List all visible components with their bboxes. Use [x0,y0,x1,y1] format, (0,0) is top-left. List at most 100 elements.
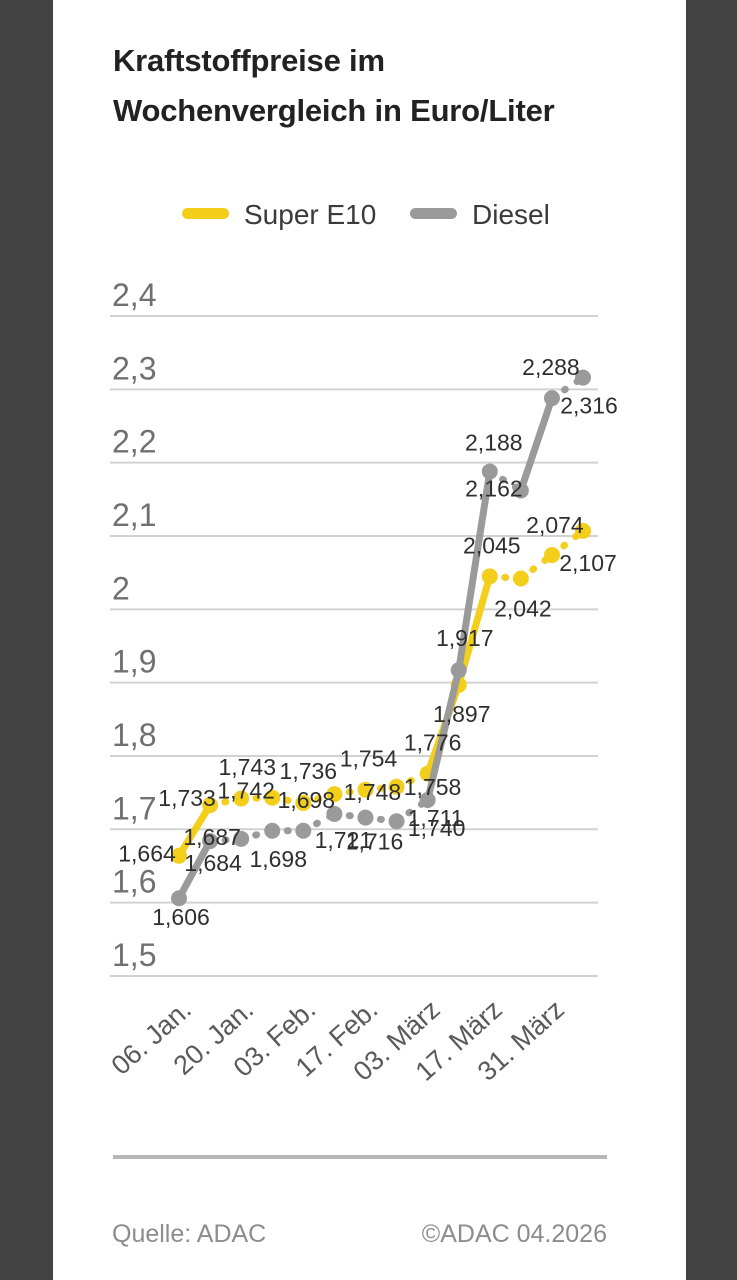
series-segment-super-e10 [548,527,587,559]
y-tick-label: 2,3 [112,350,156,386]
data-point-super-e10 [233,790,250,807]
x-tick-label: 31. März [472,994,570,1087]
data-label-super-e10: 2,074 [526,512,584,538]
right-dark-bar [686,0,737,1280]
data-label-super-e10: 1,736 [280,758,338,784]
x-tick-label: 03. Feb. [228,994,322,1083]
data-label-super-e10: 2,042 [494,596,552,622]
data-point-diesel [326,805,343,822]
y-tick-label: 1,6 [112,864,156,900]
chart-title-line1: Kraftstoffpreise im [113,43,385,78]
data-label-diesel: 1,716 [346,829,404,855]
data-point-super-e10 [388,778,405,795]
series-segment-super-e10 [361,783,401,794]
data-point-diesel [419,791,436,808]
series-segment-super-e10 [455,572,494,689]
data-label-diesel: 1,698 [278,787,336,813]
series-segment-diesel [393,796,432,825]
data-label-super-e10: 1,754 [340,746,398,772]
y-tick-label: 2,4 [112,277,156,313]
series-segment-super-e10 [517,551,556,583]
series-segment-super-e10 [299,790,338,807]
series-segment-diesel [175,837,214,902]
data-label-diesel: 1,740 [408,815,466,841]
data-label-diesel: 1,687 [183,824,241,850]
series-segment-diesel [424,666,463,804]
data-label-diesel: 1,684 [184,850,242,876]
data-point-super-e10 [264,789,281,806]
data-point-super-e10 [481,568,498,585]
data-point-super-e10 [450,676,467,693]
data-point-diesel [264,822,281,839]
series-segment-super-e10 [268,794,307,807]
series-segment-super-e10 [206,795,245,809]
y-tick-label: 2,2 [112,424,156,460]
footer-separator [113,1155,607,1159]
data-label-super-e10: 1,664 [118,841,176,867]
data-label-super-e10: 2,045 [463,532,521,558]
data-point-diesel [233,830,250,847]
series-segment-super-e10 [175,801,214,860]
data-point-diesel [481,463,498,480]
data-label-diesel: 1,606 [152,904,210,930]
y-tick-label: 2,1 [112,497,156,533]
y-tick-label: 1,9 [112,644,156,680]
data-point-super-e10 [575,522,592,539]
series-segment-diesel [237,827,276,843]
data-point-diesel [202,833,219,850]
left-dark-bar [0,0,53,1280]
series-segment-diesel [517,394,556,495]
legend-swatch-diesel [410,208,457,219]
chart-title: Kraftstoffpreise im Wochenvergleich in E… [113,36,653,136]
chart-card: Kraftstoffpreise im Wochenvergleich in E… [53,0,686,1280]
data-point-super-e10 [543,547,560,564]
x-tick-label: 03. März [348,994,446,1087]
data-label-super-e10: 1,743 [218,754,276,780]
data-label-super-e10: 2,107 [559,550,617,576]
data-point-diesel [388,813,405,830]
data-point-diesel [543,390,560,407]
data-label-diesel: 1,698 [249,846,307,872]
line-chart-plot: 2,4 2,3 2,2 2,1 2 1,9 1,8 1,7 1,6 1,5 06. Jan.20. … [106,277,618,1087]
data-label-diesel: 2,316 [560,393,618,419]
series-segment-diesel [548,374,587,402]
data-point-diesel [357,809,374,826]
data-point-super-e10 [295,794,312,811]
series-segment-super-e10 [330,786,369,798]
x-tick-label: 17. Feb. [290,994,384,1083]
y-tick-label: 1,7 [112,790,156,826]
x-tick-label: 17. März [410,994,508,1087]
chart-title-line2: Wochenvergleich in Euro/Liter [113,93,555,128]
data-label-diesel: 1,917 [436,625,494,651]
series-segment-diesel [361,814,401,825]
series-segment-diesel [206,835,245,845]
data-point-super-e10 [326,786,343,803]
data-point-diesel [295,822,312,839]
data-point-super-e10 [419,765,436,782]
data-point-diesel [171,890,187,907]
data-label-diesel: 2,288 [522,354,580,380]
data-point-super-e10 [202,797,219,814]
y-tick-label: 2 [112,570,130,606]
data-label-super-e10: 1,748 [344,779,402,805]
legend: Super E10 Diesel [53,198,686,232]
x-tick-label: 06. Jan. [106,994,197,1081]
data-point-super-e10 [357,781,374,798]
source-note: Quelle: ADAC [112,1220,267,1248]
data-label-super-e10: 1,742 [217,778,275,804]
data-label-super-e10: 1,733 [158,785,216,811]
data-point-diesel [450,662,467,679]
data-label-diesel: 1,721 [315,827,373,853]
legend-swatch-super-e10 [182,208,229,219]
series-segment-diesel [455,467,494,674]
series-segment-diesel [330,810,369,822]
series-segment-super-e10 [237,794,276,803]
data-label-super-e10: 1,758 [404,774,462,800]
y-tick-label: 1,8 [112,717,156,753]
series-segment-super-e10 [486,572,525,583]
data-label-diesel: 2,188 [465,429,523,455]
legend-label-super-e10: Super E10 [244,199,377,230]
series-segment-diesel [299,810,338,835]
x-tick-label: 20. Jan. [168,994,259,1081]
data-point-diesel [575,369,592,386]
